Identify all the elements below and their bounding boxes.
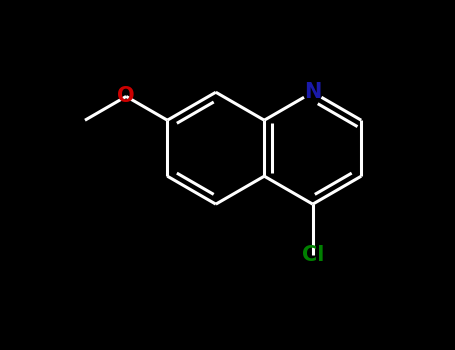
Text: Cl: Cl xyxy=(302,245,324,265)
Text: N: N xyxy=(304,82,321,102)
Text: O: O xyxy=(117,86,135,106)
